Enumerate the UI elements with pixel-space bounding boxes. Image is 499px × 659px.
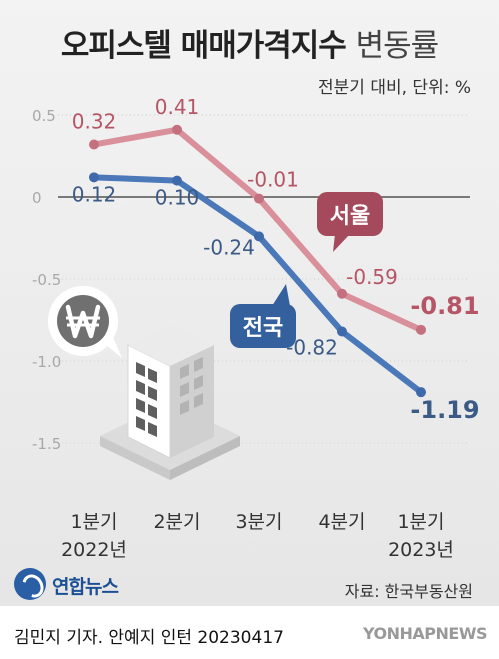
data-label: -0.24 — [203, 235, 255, 259]
data-point — [254, 193, 264, 204]
won-currency-icon — [48, 286, 122, 358]
legend-national-bubble — [230, 304, 296, 348]
legend-national-label: 전국 — [243, 316, 283, 341]
source-note: 자료: 한국부동산원 — [344, 582, 473, 601]
data-point — [416, 387, 426, 398]
data-point — [337, 326, 347, 337]
legend-seoul-pointer — [333, 234, 350, 252]
unit-note: 전분기 대비, 단위: % — [318, 78, 471, 98]
x-tick-label: 1분기 — [70, 511, 117, 533]
data-label: -0.01 — [247, 168, 299, 192]
data-label: 0.10 — [155, 186, 200, 210]
x-tick-label: 3분기 — [235, 511, 282, 533]
chart-title: 오피스텔 매매가격지수 변동률 — [0, 20, 499, 65]
data-point — [254, 231, 264, 242]
credit-line: 김민지 기자. 안예지 인턴 20230417 — [14, 628, 284, 648]
legend-national-pointer — [272, 284, 290, 306]
logo-text: 연합뉴스 — [52, 576, 119, 598]
y-tick-label: 0.5 — [32, 107, 56, 125]
data-label: 0.12 — [72, 182, 117, 206]
data-point — [89, 172, 99, 183]
x-tick-year-label: 2022년 — [61, 539, 127, 561]
chart-title-main: 오피스텔 매매가격지수 — [60, 28, 347, 64]
chart-title-sub: 변동률 — [355, 28, 440, 64]
yonhap-logo-icon — [14, 568, 46, 600]
x-tick-label: 2분기 — [153, 511, 200, 533]
office-building-icon — [100, 324, 240, 480]
legend-seoul-bubble — [317, 192, 383, 236]
y-tick-label: -1.0 — [32, 353, 61, 371]
y-tick-label: -1.5 — [32, 435, 61, 453]
line-chart: 0.320.41-0.01-0.59-0.810.12 0.10-0.24-0.8… — [32, 95, 480, 561]
data-label: -1.19 — [410, 396, 479, 424]
data-point — [416, 324, 426, 335]
x-tick-label: 4분기 — [318, 511, 365, 533]
agency-watermark: YONHAPNEWS — [363, 624, 488, 643]
x-tick-year-label: 2023년 — [388, 539, 454, 561]
data-point — [89, 139, 99, 150]
data-label: 0.32 — [72, 110, 117, 134]
data-label: -0.81 — [410, 292, 479, 320]
x-tick-label: 1분기 — [397, 511, 444, 533]
footer-bar: 김민지 기자. 안예지 인턴 20230417 YONHAPNEWS — [0, 606, 499, 659]
yonhap-logo: 연합뉴스 — [14, 568, 174, 602]
data-point — [337, 288, 347, 299]
data-point — [172, 175, 182, 186]
data-point — [172, 124, 182, 135]
legend-seoul-label: 서울 — [330, 204, 370, 229]
y-tick-label: 0 — [32, 189, 42, 207]
y-tick-label: -0.5 — [32, 271, 61, 289]
data-label: 0.41 — [155, 95, 200, 119]
data-label: -0.59 — [346, 265, 398, 289]
